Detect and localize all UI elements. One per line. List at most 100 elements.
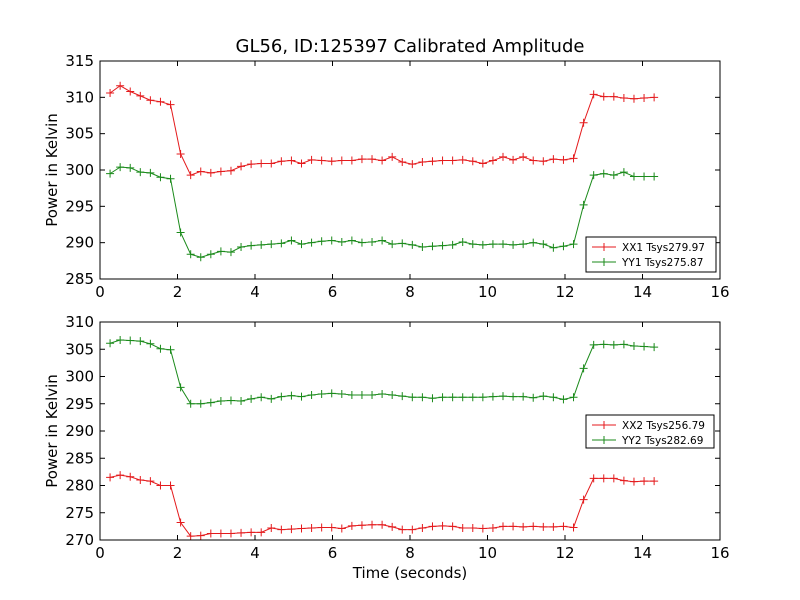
- bottom-data-point: [297, 524, 306, 533]
- bottom-data-point: [257, 528, 266, 537]
- top-data-point: [307, 238, 316, 247]
- bottom-data-point: [579, 495, 588, 504]
- top-y-tick-label: 290: [65, 234, 94, 252]
- top-data-point: [388, 240, 397, 249]
- bottom-data-point: [438, 393, 447, 402]
- top-data-point: [247, 241, 256, 250]
- bottom-data-point: [448, 522, 457, 531]
- top-y-tick-label: 295: [65, 197, 94, 215]
- top-x-tick-label: 8: [405, 283, 415, 301]
- top-x-tick-label: 6: [328, 283, 338, 301]
- bottom-data-point: [136, 476, 145, 485]
- bottom-y-tick-label: 300: [65, 368, 94, 386]
- bottom-data-point: [559, 522, 568, 531]
- bottom-data-point: [408, 393, 417, 402]
- bottom-data-point: [347, 521, 356, 530]
- bottom-data-point: [176, 383, 185, 392]
- bottom-data-point: [156, 481, 165, 490]
- top-data-point: [368, 155, 377, 164]
- top-data-point: [257, 240, 266, 249]
- bottom-data-point: [206, 398, 215, 407]
- top-legend-label: YY1 Tsys275.87: [621, 257, 703, 269]
- bottom-data-point: [267, 524, 276, 533]
- chart-title: GL56, ID:125397 Calibrated Amplitude: [236, 36, 585, 57]
- bottom-data-point: [126, 336, 135, 345]
- top-data-point: [206, 250, 215, 259]
- top-data-point: [176, 150, 185, 159]
- bottom-data-point: [116, 471, 125, 480]
- bottom-y-axis-label: Power in Kelvin: [43, 374, 61, 488]
- x-axis-label: Time (seconds): [352, 564, 468, 582]
- bottom-x-tick-label: 10: [478, 544, 497, 562]
- top-y-axis-label: Power in Kelvin: [43, 113, 61, 227]
- bottom-data-point: [468, 524, 477, 533]
- top-data-point: [216, 247, 225, 256]
- bottom-data-point: [216, 397, 225, 406]
- top-y-tick-label: 310: [65, 88, 94, 106]
- top-data-point: [599, 92, 608, 101]
- top-data-point: [499, 240, 507, 249]
- top-data-point: [247, 160, 256, 169]
- bottom-data-point: [529, 393, 538, 402]
- bottom-data-point: [106, 339, 115, 348]
- bottom-data-point: [478, 524, 487, 533]
- bottom-data-point: [609, 474, 618, 483]
- top-data-point: [307, 155, 316, 164]
- top-legend-marker: [600, 258, 608, 266]
- top-data-point: [539, 157, 548, 166]
- top-data-point: [408, 160, 417, 169]
- bottom-data-point: [619, 476, 628, 485]
- top-data-point: [368, 237, 377, 246]
- bottom-data-point: [368, 391, 377, 400]
- bottom-data-point: [116, 335, 125, 344]
- bottom-data-point: [458, 393, 467, 402]
- top-data-point: [650, 172, 659, 181]
- top-data-point: [549, 243, 558, 252]
- top-y-tick-label: 305: [65, 125, 94, 143]
- bottom-data-point: [237, 397, 246, 406]
- bottom-data-point: [509, 392, 518, 401]
- bottom-data-point: [589, 474, 598, 483]
- top-data-point: [106, 88, 115, 97]
- bottom-x-tick-label: 2: [173, 544, 183, 562]
- top-data-point: [136, 91, 145, 100]
- bottom-y-tick-label: 295: [65, 395, 94, 413]
- top-legend: XX1 Tsys279.97 YY1 Tsys275.87: [585, 236, 717, 273]
- top-data-point: [146, 168, 155, 177]
- top-data-point: [619, 94, 628, 103]
- top-data-point: [629, 94, 638, 103]
- top-legend-label: XX1 Tsys279.97: [622, 242, 705, 254]
- top-data-point: [186, 171, 195, 180]
- top-data-point: [599, 169, 608, 178]
- top-legend-marker: [600, 243, 608, 251]
- top-data-point: [579, 200, 588, 209]
- bottom-data-point: [418, 393, 427, 402]
- top-data-point: [509, 155, 518, 164]
- bottom-data-point: [569, 523, 578, 532]
- bottom-legend: XX2 Tsys256.79 YY2 Tsys282.69: [585, 414, 715, 449]
- top-data-point: [357, 155, 366, 164]
- bottom-data-point: [418, 524, 427, 533]
- top-data-point: [226, 166, 235, 175]
- top-data-point: [519, 152, 528, 161]
- bottom-y-tick-label: 305: [65, 340, 94, 358]
- bottom-data-point: [126, 472, 135, 481]
- top-data-point: [559, 242, 568, 251]
- top-data-point: [176, 228, 185, 237]
- bottom-y-tick-label: 290: [65, 422, 94, 440]
- bottom-x-tick-label: 12: [555, 544, 574, 562]
- bottom-data-point: [549, 522, 558, 531]
- bottom-data-point: [599, 474, 608, 483]
- bottom-data-point: [428, 522, 437, 531]
- bottom-data-point: [226, 396, 235, 405]
- top-data-point: [297, 159, 306, 168]
- bottom-data-point: [307, 524, 316, 533]
- top-data-point: [428, 157, 437, 166]
- bottom-data-point: [579, 364, 588, 373]
- top-data-point: [448, 156, 457, 165]
- bottom-y-tick-label: 280: [65, 477, 94, 495]
- top-data-point: [126, 163, 135, 172]
- bottom-data-point: [257, 393, 266, 402]
- bottom-y-tick-label: 270: [65, 531, 94, 549]
- bottom-data-point: [650, 343, 659, 352]
